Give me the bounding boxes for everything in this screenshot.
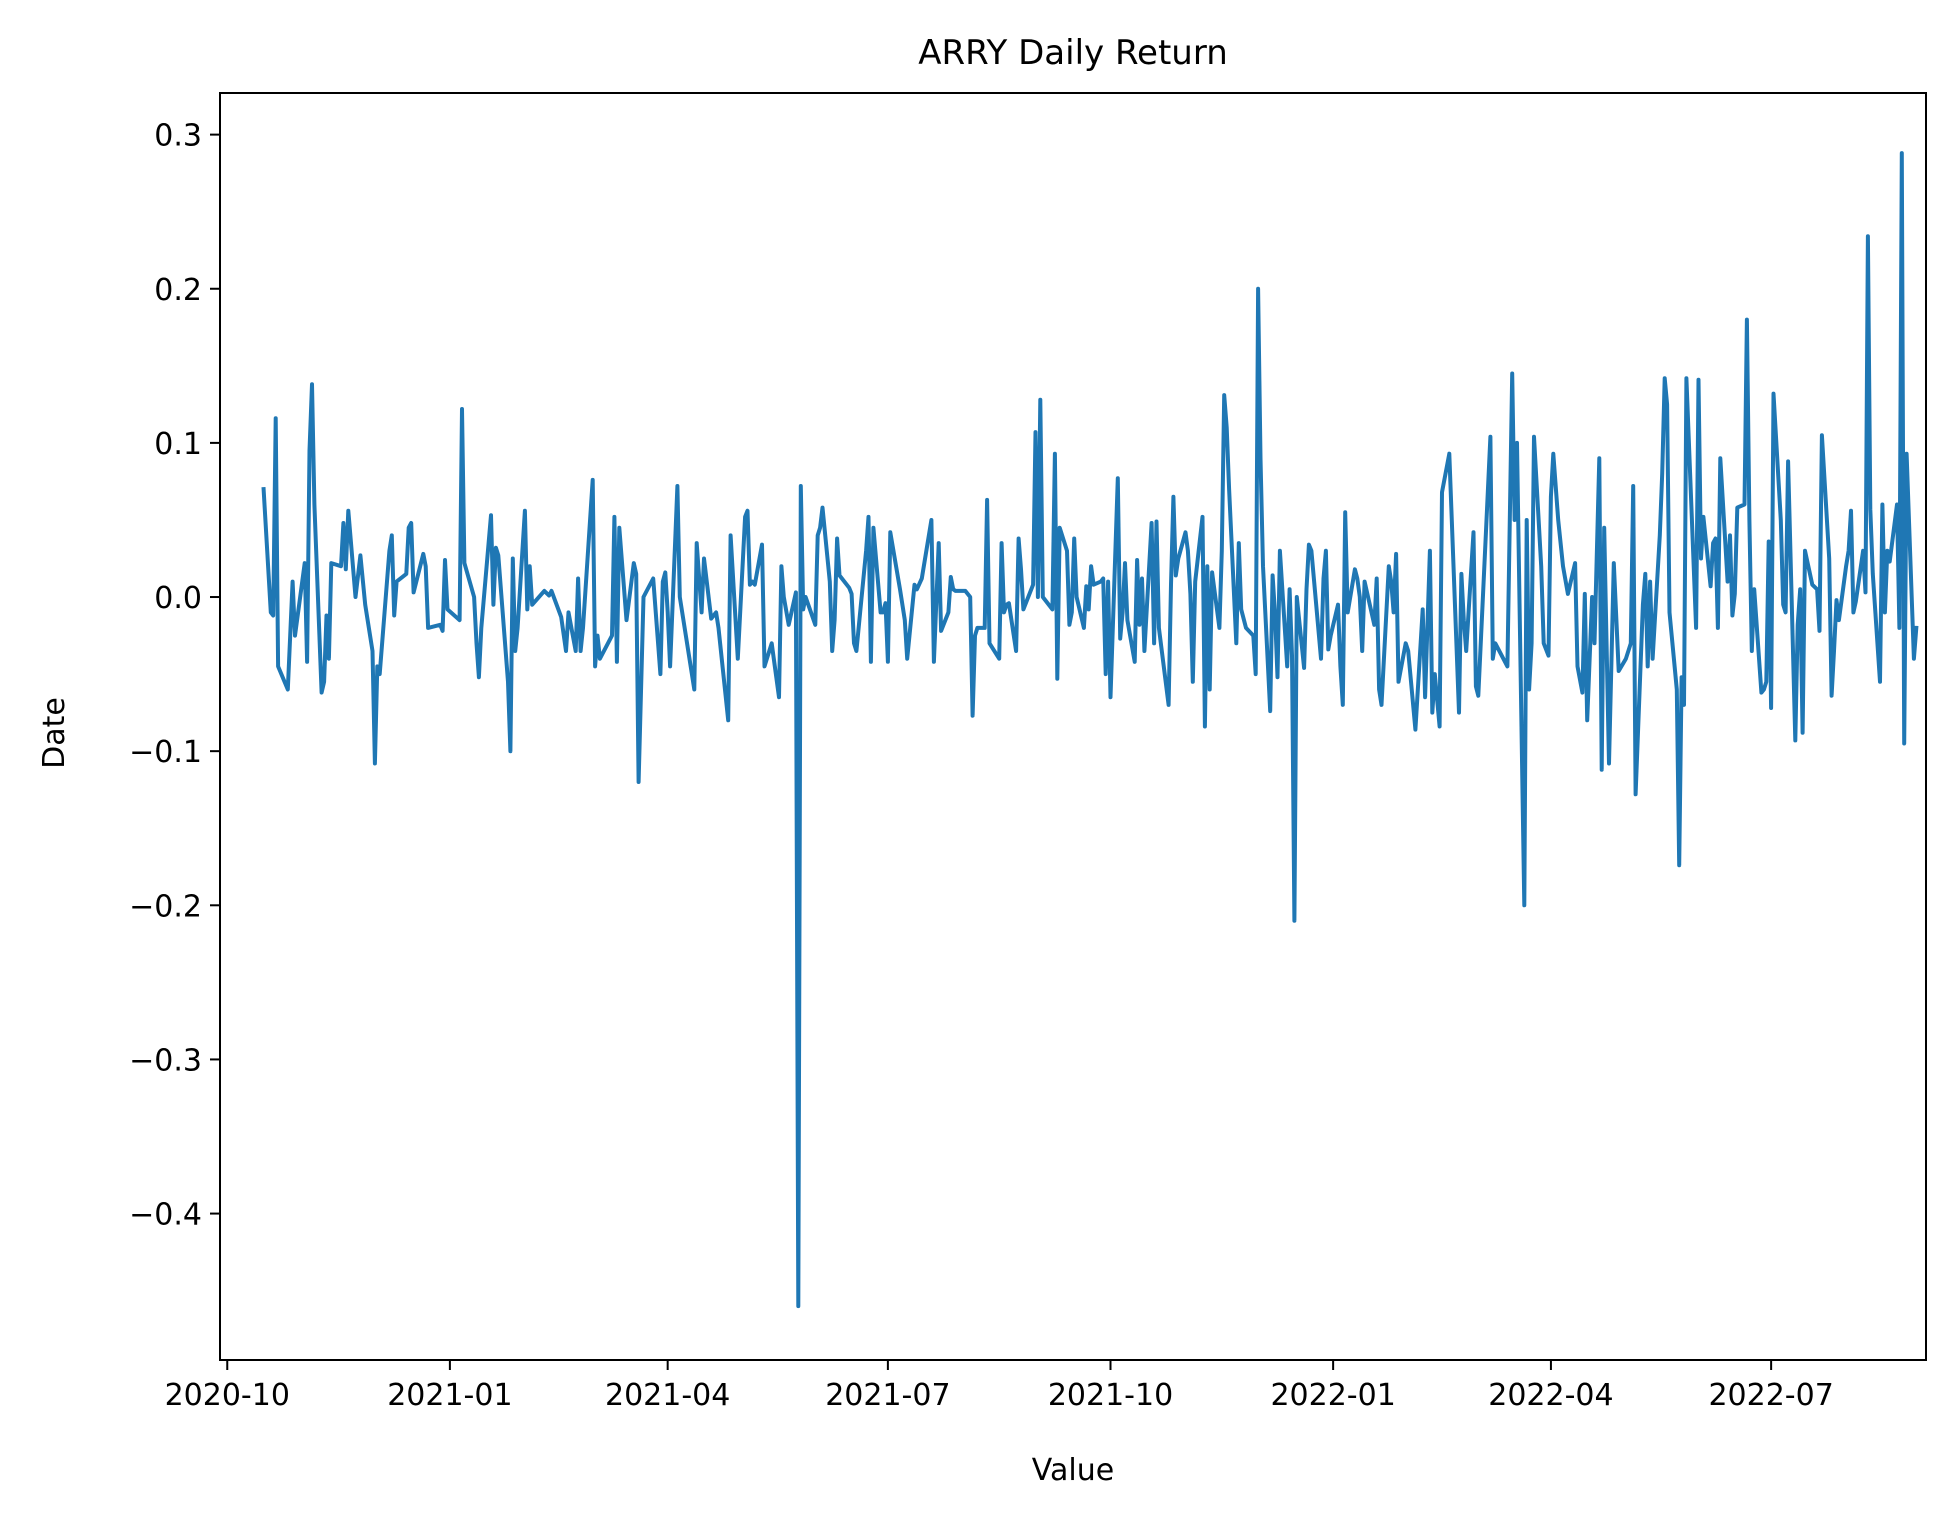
y-tick-label: −0.1 (129, 735, 202, 770)
y-tick-label: −0.4 (129, 1198, 202, 1233)
y-tick-label: 0.3 (154, 119, 202, 154)
x-tick-label: 2022-07 (1708, 1378, 1833, 1413)
y-tick-label: −0.2 (129, 889, 202, 924)
x-tick-label: 2021-01 (387, 1378, 512, 1413)
chart-title: ARRY Daily Return (918, 33, 1228, 73)
x-tick-label: 2020-10 (165, 1378, 290, 1413)
y-tick-label: 0.1 (154, 427, 202, 462)
y-tick-label: −0.3 (129, 1043, 202, 1078)
y-tick-label: 0.2 (154, 273, 202, 308)
y-axis-label: Date (37, 697, 72, 769)
y-tick-label: 0.0 (154, 581, 202, 616)
x-axis-label: Value (1032, 1453, 1114, 1488)
y-axis-ticks: 0.3 0.2 0.1 0.0 −0.1 −0.2 −0.3 −0.4 (129, 119, 220, 1233)
series-layer (261, 151, 1919, 1309)
x-tick-label: 2021-04 (605, 1378, 730, 1413)
x-tick-label: 2022-04 (1488, 1378, 1613, 1413)
x-tick-label: 2022-01 (1270, 1378, 1395, 1413)
x-tick-label: 2021-10 (1048, 1378, 1173, 1413)
x-tick-label: 2021-07 (825, 1378, 950, 1413)
x-axis-ticks: 2020-10 2021-01 2021-04 2021-07 2021-10 2022-… (165, 1360, 1834, 1413)
plot-area-frame (219, 92, 1927, 1361)
series-line-0 (261, 151, 1919, 1309)
